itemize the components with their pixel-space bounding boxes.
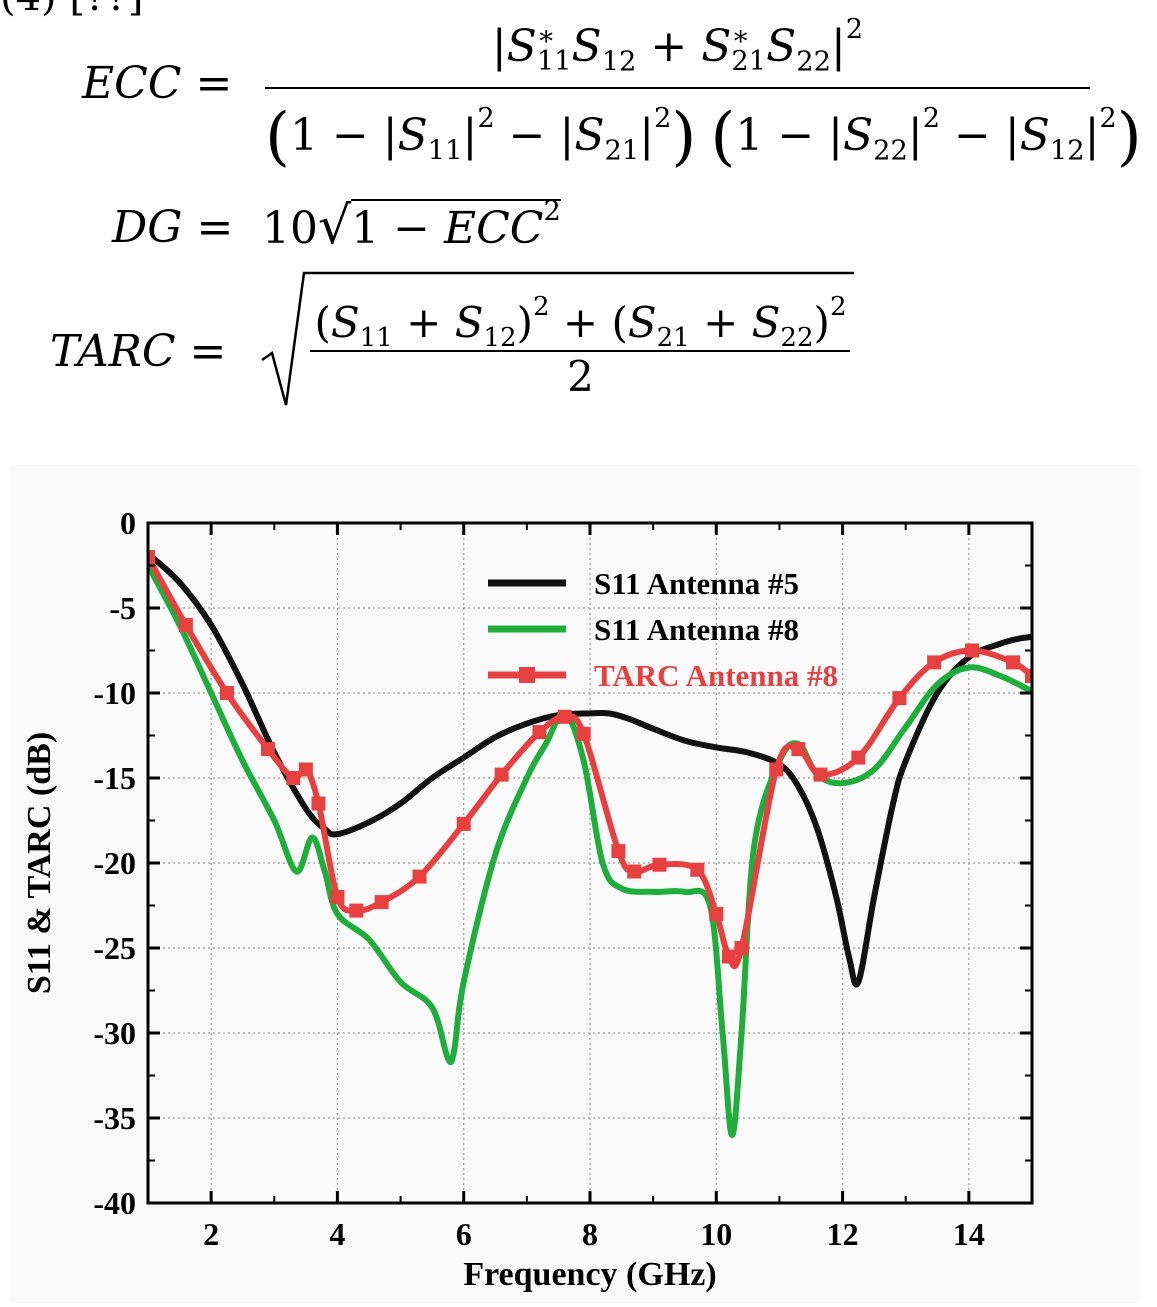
- series-marker-tarc-antenna-8: [298, 762, 313, 777]
- series-marker-tarc-antenna-8: [494, 767, 509, 782]
- y-tick-label: -40: [93, 1185, 136, 1221]
- header-fragment: (4) [??]: [0, 0, 143, 20]
- x-tick-label: 6: [456, 1216, 472, 1252]
- series-marker-tarc-antenna-8: [769, 762, 784, 777]
- chart-grid: [148, 522, 1032, 1204]
- y-tick-label: -10: [93, 675, 136, 711]
- x-tick-label: 4: [329, 1216, 345, 1252]
- chart-legend: S11 Antenna #5 S11 Antenna #8 TARC Antenna…: [488, 566, 838, 693]
- y-tick-label: -5: [109, 590, 136, 626]
- series-marker-tarc-antenna-8: [576, 726, 591, 741]
- plot-frame: [146, 521, 1034, 1205]
- x-tick-label: 14: [953, 1216, 985, 1252]
- legend-label: S11 Antenna #5: [594, 566, 799, 601]
- s11-tarc-chart: 2 4 6 8 10 12 14 0 -5 -10 -15 -20 -25 -30 -35 -40 S11 A…: [21, 505, 1034, 1293]
- series-marker-tarc-antenna-8: [260, 742, 275, 757]
- dg-formula: 10√1 − ECC2: [262, 196, 561, 257]
- series-marker-tarc-antenna-8: [791, 742, 806, 757]
- series-marker-tarc-antenna-8: [627, 864, 642, 879]
- series-marker-tarc-antenna-8: [734, 941, 749, 955]
- ecc-fraction-line: [265, 87, 1090, 89]
- ecc-denominator: (1 − |S11|2 − |S21|2) (1 − |S22|2 − |S12…: [265, 100, 1142, 174]
- ecc-label: ECC =: [82, 58, 233, 109]
- series-marker-tarc-antenna-8: [178, 618, 193, 632]
- x-tick-label: 8: [582, 1216, 598, 1252]
- tarc-radical: [261, 271, 854, 406]
- x-tick-label: 12: [827, 1216, 859, 1252]
- y-tick-label: -20: [93, 845, 136, 881]
- y-axis-label: S11 & TARC (dB): [21, 732, 58, 994]
- series-marker-tarc-antenna-8: [965, 643, 980, 658]
- tarc-numerator: (S11 + S12)2 + (S21 + S22)2: [314, 292, 847, 354]
- series-marker-tarc-antenna-8: [813, 767, 828, 782]
- series-marker-tarc-antenna-8: [311, 796, 326, 811]
- tarc-label: TARC =: [50, 326, 227, 377]
- series-marker-tarc-antenna-8: [532, 725, 547, 740]
- y-tick-label: 0: [120, 505, 136, 541]
- legend-marker: [519, 667, 535, 683]
- series-marker-tarc-antenna-8: [611, 844, 626, 859]
- x-tick-label: 2: [203, 1216, 219, 1252]
- series-marker-tarc-antenna-8: [219, 686, 234, 700]
- series-marker-tarc-antenna-8: [148, 550, 155, 564]
- chart-ticks: 2 4 6 8 10 12 14 0 -5 -10 -15 -20 -25 -30 -35 -40: [93, 505, 1033, 1252]
- series-marker-tarc-antenna-8: [557, 709, 572, 724]
- series-marker-tarc-antenna-8: [851, 750, 866, 765]
- y-tick-label: -15: [93, 760, 136, 796]
- x-axis-label: Frequency (GHz): [463, 1256, 716, 1293]
- dg-label: DG =: [112, 202, 234, 253]
- series-marker-tarc-antenna-8: [374, 895, 389, 910]
- y-tick-label: -25: [93, 930, 136, 966]
- x-tick-label: 10: [700, 1216, 732, 1252]
- series-marker-tarc-antenna-8: [709, 907, 724, 921]
- series-marker-tarc-antenna-8: [927, 655, 942, 670]
- ecc-numerator: |S ∗ 11 S12 + S ∗ 21 S22|2: [491, 14, 864, 78]
- y-tick-label: -30: [93, 1015, 136, 1051]
- y-tick-label: -35: [93, 1100, 136, 1136]
- tarc-denominator: 2: [567, 352, 594, 401]
- series-marker-tarc-antenna-8: [892, 691, 907, 706]
- chart-series: [148, 550, 1032, 1138]
- series-marker-tarc-antenna-8: [652, 857, 667, 872]
- series-marker-tarc-antenna-8: [330, 890, 345, 904]
- legend-label: TARC Antenna #8: [594, 658, 838, 693]
- series-marker-tarc-antenna-8: [1006, 655, 1021, 670]
- series-marker-tarc-antenna-8: [690, 862, 705, 877]
- tarc-fraction-line: [310, 350, 850, 352]
- series-marker-tarc-antenna-8: [349, 903, 364, 918]
- chart-figure: 2 4 6 8 10 12 14 0 -5 -10 -15 -20 -25 -30 -35 -40 S11 A…: [10, 465, 1140, 1303]
- series-marker-tarc-antenna-8: [721, 949, 736, 964]
- series-marker-tarc-antenna-8: [286, 771, 301, 785]
- series-marker-tarc-antenna-8: [456, 816, 471, 831]
- series-marker-tarc-antenna-8: [1025, 669, 1032, 683]
- series-marker-tarc-antenna-8: [412, 869, 427, 884]
- legend-label: S11 Antenna #8: [594, 612, 799, 647]
